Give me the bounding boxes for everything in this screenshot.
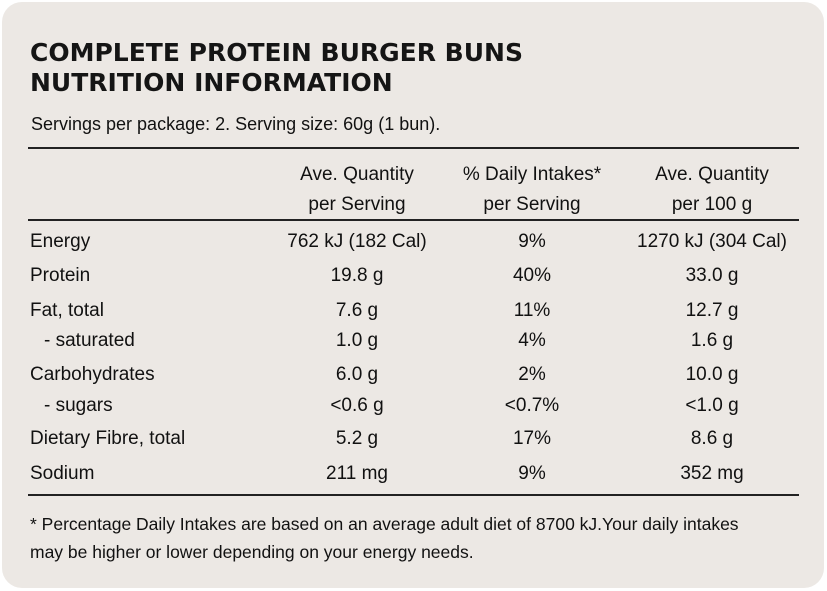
table-row: Energy 762 kJ (182 Cal) 9% 1270 kJ (304 … — [2, 227, 824, 257]
row-daily-intake: 40% — [512, 265, 552, 286]
header-daily-intake: % Daily Intakes* per Serving — [417, 160, 647, 220]
row-label: - saturated — [44, 330, 135, 351]
row-per-100g: 352 mg — [680, 463, 744, 484]
table-row: Fat, total 7.6 g 11% 12.7 g — [2, 296, 824, 326]
header-daily-intake-line2: per Serving — [483, 194, 581, 215]
row-per-100g: 33.0 g — [685, 265, 739, 286]
row-per-100g: 1270 kJ (304 Cal) — [637, 231, 787, 252]
row-label: Protein — [30, 265, 91, 286]
row-per-serving: 1.0 g — [335, 330, 379, 351]
row-per-100g: 12.7 g — [685, 300, 739, 321]
header-per-serving-line2: per Serving — [308, 194, 406, 215]
footnote-line2: may be higher or lower depending on your… — [30, 542, 474, 562]
row-label: Dietary Fibre, total — [30, 428, 186, 449]
row-daily-intake: 4% — [518, 330, 546, 351]
header-per-100g-line1: Ave. Quantity — [655, 164, 769, 185]
row-per-100g: 1.6 g — [690, 330, 734, 351]
header-per-100g-line2: per 100 g — [671, 194, 753, 215]
rule-header — [28, 219, 799, 221]
rule-top — [28, 147, 799, 149]
table-row: Carbohydrates 6.0 g 2% 10.0 g — [2, 360, 824, 390]
row-label: Sodium — [30, 463, 95, 484]
row-per-serving: 7.6 g — [335, 300, 379, 321]
table-row: - sugars <0.6 g <0.7% <1.0 g — [2, 391, 824, 421]
table-row: Sodium 211 mg 9% 352 mg — [2, 459, 824, 489]
row-daily-intake: 9% — [518, 231, 546, 252]
title-line-nutrition: NUTRITION INFORMATION — [30, 68, 393, 97]
table-row: Protein 19.8 g 40% 33.0 g — [2, 261, 824, 291]
row-per-100g: 10.0 g — [685, 364, 739, 385]
row-label: Fat, total — [30, 300, 104, 321]
row-daily-intake: <0.7% — [504, 395, 560, 416]
row-daily-intake: 9% — [518, 463, 546, 484]
page-title: COMPLETE PROTEIN BURGER BUNS NUTRITION I… — [30, 38, 790, 98]
row-per-100g: 8.6 g — [690, 428, 734, 449]
header-per-serving-line1: Ave. Quantity — [300, 164, 414, 185]
table-row: - saturated 1.0 g 4% 1.6 g — [2, 326, 824, 356]
row-label: Energy — [30, 231, 91, 252]
row-per-serving: 5.2 g — [335, 428, 379, 449]
table-row: Dietary Fibre, total 5.2 g 17% 8.6 g — [2, 424, 824, 454]
row-daily-intake: 17% — [512, 428, 552, 449]
row-label: Carbohydrates — [30, 364, 155, 385]
header-daily-intake-line1: % Daily Intakes* — [462, 164, 602, 185]
row-per-100g: <1.0 g — [685, 395, 739, 416]
row-daily-intake: 2% — [518, 364, 546, 385]
header-per-100g: Ave. Quantity per 100 g — [597, 160, 827, 220]
row-label: - sugars — [44, 395, 113, 416]
footnote-line1: * Percentage Daily Intakes are based on … — [30, 514, 739, 534]
servings-info: Servings per package: 2. Serving size: 6… — [31, 114, 441, 134]
row-per-serving: 19.8 g — [330, 265, 384, 286]
header-per-serving: Ave. Quantity per Serving — [242, 160, 472, 220]
rule-bottom — [28, 494, 799, 496]
row-per-serving: 6.0 g — [335, 364, 379, 385]
row-per-serving: 211 mg — [326, 463, 388, 484]
row-per-serving: <0.6 g — [330, 395, 384, 416]
row-daily-intake: 11% — [513, 300, 551, 321]
title-line-product: COMPLETE PROTEIN BURGER BUNS — [30, 38, 523, 67]
footnote: * Percentage Daily Intakes are based on … — [30, 510, 810, 566]
row-per-serving: 762 kJ (182 Cal) — [287, 231, 427, 252]
